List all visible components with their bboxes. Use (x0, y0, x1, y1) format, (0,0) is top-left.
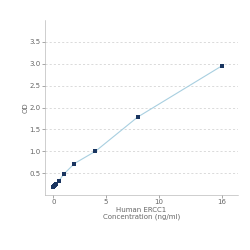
Point (136, 115, 140, 119)
Point (57, 179, 61, 183)
Point (220, 64, 224, 68)
Point (52, 185, 56, 189)
Point (72, 162, 76, 166)
Point (52, 184, 56, 188)
Point (54, 182, 58, 186)
X-axis label: Human ERCC1
Concentration (ng/ml): Human ERCC1 Concentration (ng/ml) (103, 206, 180, 220)
Y-axis label: OD: OD (22, 102, 28, 113)
Point (94, 149, 98, 153)
Point (53, 184, 57, 188)
Point (62, 172, 66, 176)
